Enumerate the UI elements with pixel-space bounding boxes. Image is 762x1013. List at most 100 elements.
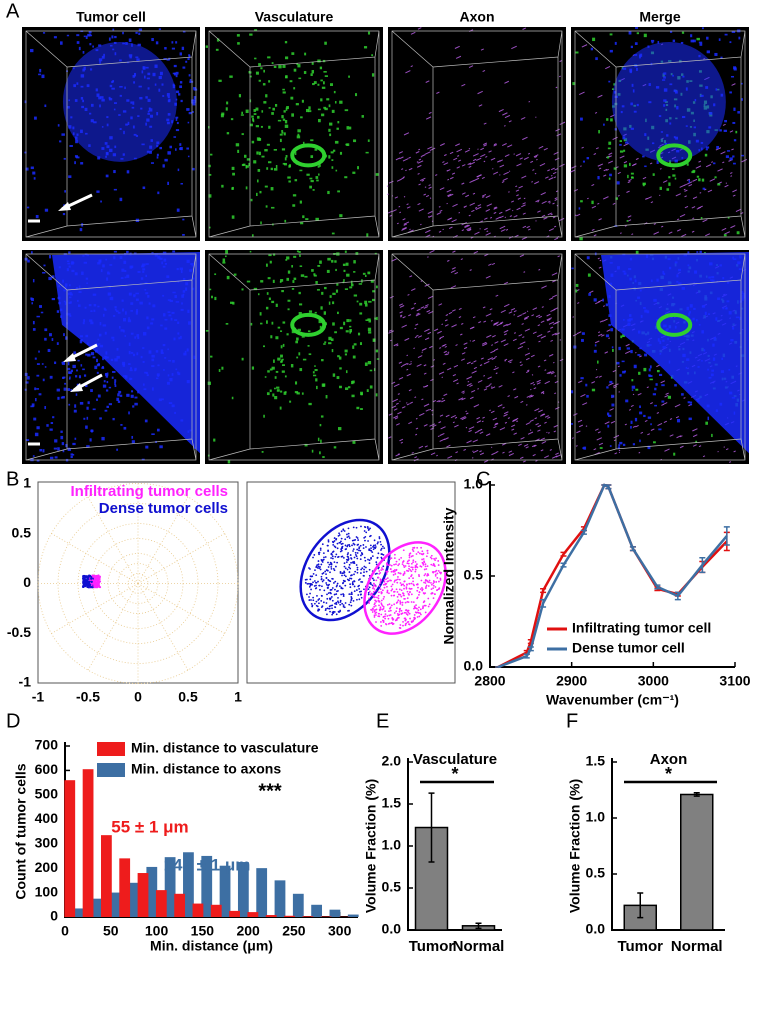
phasor-point xyxy=(382,621,385,624)
image-dot xyxy=(643,33,647,38)
image-dot xyxy=(99,104,101,108)
image-dot xyxy=(62,212,66,216)
phasor-point xyxy=(391,621,393,624)
image-dot xyxy=(80,96,84,100)
image-dot xyxy=(336,283,339,286)
image-dot xyxy=(428,184,431,187)
image-dot xyxy=(717,450,719,453)
image-dot xyxy=(145,263,149,265)
image-dot xyxy=(650,279,653,283)
image-dot xyxy=(395,402,399,405)
image-dot xyxy=(60,435,64,440)
image-dot xyxy=(580,377,584,380)
image-dot xyxy=(294,151,297,155)
image-dot xyxy=(371,73,375,77)
image-dot xyxy=(479,364,483,367)
image-dot xyxy=(512,338,517,342)
image-dot xyxy=(514,395,519,399)
image-dot xyxy=(415,313,421,317)
phasor-point xyxy=(322,601,325,604)
wireframe xyxy=(574,30,746,238)
image-dot xyxy=(423,424,428,427)
image-dot xyxy=(439,335,445,339)
phasor-point xyxy=(380,547,383,550)
image-dot xyxy=(516,420,519,423)
phasor-point xyxy=(397,614,400,617)
image-dot xyxy=(730,175,733,177)
phasor-point xyxy=(390,579,392,582)
phasor-point xyxy=(369,581,372,584)
image-dot xyxy=(273,359,275,363)
image-dot xyxy=(634,64,638,68)
phasor-point xyxy=(393,553,396,556)
image-dot xyxy=(613,91,617,94)
image-dot xyxy=(547,432,550,434)
phasor-point xyxy=(94,579,98,582)
image-dot xyxy=(368,319,372,323)
phasor-point xyxy=(393,581,396,583)
image-dot xyxy=(355,93,358,97)
image-dot xyxy=(64,190,66,193)
image-dot xyxy=(98,343,101,345)
image-dot xyxy=(67,388,70,391)
image-dot xyxy=(429,249,435,254)
image-dot xyxy=(639,347,642,350)
image-dot xyxy=(673,452,676,456)
image-dot xyxy=(32,328,36,331)
image-dot xyxy=(171,311,175,314)
image-dot xyxy=(269,389,272,392)
significance: * xyxy=(665,764,672,784)
image-dot xyxy=(132,353,136,357)
image-dot xyxy=(350,283,354,287)
image-dot xyxy=(536,379,541,383)
image-dot xyxy=(731,148,734,151)
image-dot xyxy=(70,389,73,392)
phasor-point xyxy=(428,603,431,606)
image-dot xyxy=(674,404,681,408)
image-dot xyxy=(123,329,125,333)
image-dot xyxy=(708,276,711,279)
image-dot xyxy=(456,166,461,169)
image-dot xyxy=(298,291,301,295)
image-dot xyxy=(169,145,172,149)
image-dot xyxy=(321,113,325,117)
phasor-point xyxy=(351,593,353,595)
phasor-point xyxy=(407,611,410,614)
image-dot xyxy=(647,433,651,436)
image-dot xyxy=(122,361,126,366)
image-dot xyxy=(130,101,133,104)
image-dot xyxy=(441,376,444,379)
image-dot xyxy=(86,254,90,257)
image-dot xyxy=(364,362,368,366)
image-dot xyxy=(535,314,541,318)
x-tick-label: 0.5 xyxy=(178,689,198,705)
image-dot xyxy=(626,347,630,350)
image-dot xyxy=(417,27,422,30)
phasor-point xyxy=(335,613,338,616)
image-dot xyxy=(461,83,466,87)
image-dot xyxy=(723,129,727,132)
image-dot xyxy=(537,365,541,368)
image-dot xyxy=(308,402,312,406)
phasor-point xyxy=(355,526,358,529)
image-dot xyxy=(267,56,271,59)
image-dot xyxy=(726,281,730,284)
phasor-point xyxy=(386,580,389,583)
image-dot xyxy=(491,451,497,456)
phasor-point xyxy=(435,557,437,560)
image-dot xyxy=(423,193,427,196)
image-dot xyxy=(366,233,369,237)
image-dot xyxy=(661,403,665,406)
image-dot xyxy=(182,66,186,69)
image-dot xyxy=(611,346,614,349)
image-dot xyxy=(279,406,282,410)
image-dot xyxy=(476,420,482,424)
image-dot xyxy=(230,301,234,304)
phasor-point xyxy=(346,578,349,581)
image-dot xyxy=(400,315,403,318)
image-dot xyxy=(515,189,519,192)
image-dot xyxy=(530,381,535,385)
image-dot xyxy=(507,144,513,148)
image-dot xyxy=(637,330,641,334)
image-dot xyxy=(187,309,190,313)
